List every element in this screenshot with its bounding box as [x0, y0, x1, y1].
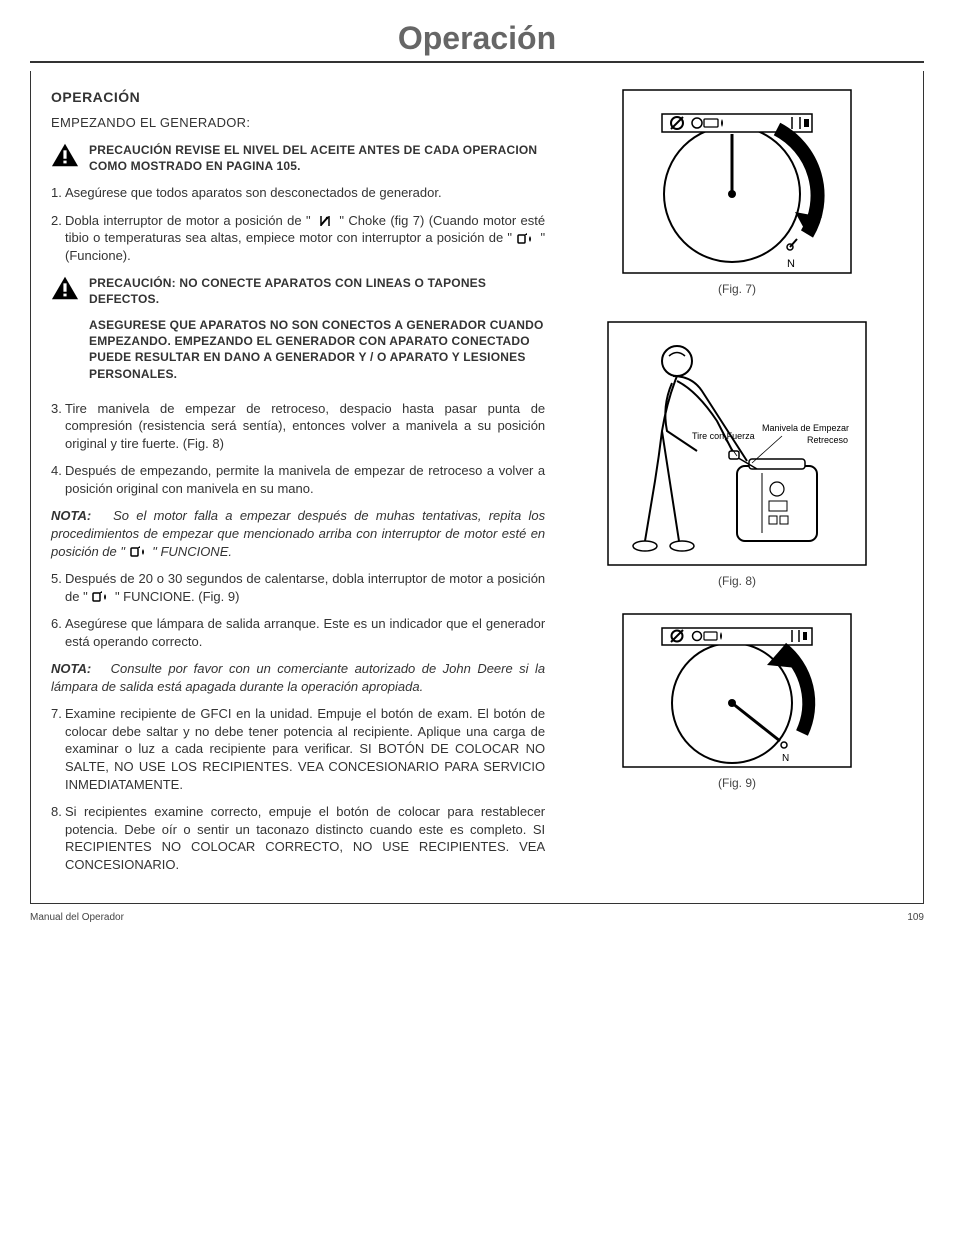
note-2-text: Consulte por favor con un comerciante au…	[51, 661, 545, 694]
step-3: Tire manivela de empezar de retroceso, d…	[51, 400, 545, 453]
page-footer: Manual del Operador 109	[30, 912, 924, 923]
run-icon	[516, 232, 536, 246]
left-column: OPERACIÓN EMPEZANDO EL GENERADOR: PRECAU…	[51, 89, 545, 883]
step-2-part-a: Dobla interruptor de motor a posición de…	[65, 213, 311, 228]
choke-icon	[315, 214, 335, 228]
note-label: NOTA:	[51, 661, 91, 676]
run-icon	[129, 545, 149, 559]
svg-text:N: N	[787, 258, 795, 270]
note-1-part-a: So el motor falla a empezar después de m…	[51, 508, 545, 558]
note-1-part-b: " FUNCIONE.	[152, 544, 232, 559]
caution-text-3: ASEGURESE QUE APARATOS NO SON CONECTOS A…	[89, 317, 545, 382]
right-column: N (Fig. 7)	[575, 89, 899, 883]
figure-9: N (Fig. 9)	[575, 613, 899, 790]
page-title: Operación	[30, 20, 924, 63]
content-frame: OPERACIÓN EMPEZANDO EL GENERADOR: PRECAU…	[30, 71, 924, 904]
figure-8: Manivela de Empezar Retreceso Tire con F…	[575, 321, 899, 588]
caution-block-1: PRECAUCIÓN REVISE EL NIVEL DEL ACEITE AN…	[51, 142, 545, 174]
section-heading: OPERACIÓN	[51, 89, 545, 105]
step-5-part-b: " FUNCIONE. (Fig. 9)	[115, 589, 240, 604]
svg-text:N: N	[782, 753, 789, 764]
caution-text-1: PRECAUCIÓN REVISE EL NIVEL DEL ACEITE AN…	[89, 142, 545, 174]
note-2: NOTA: Consulte por favor con un comercia…	[51, 660, 545, 695]
caution-text-2: PRECAUCIÓN: NO CONECTE APARATOS CON LINE…	[89, 275, 545, 307]
figure-7: N (Fig. 7)	[575, 89, 899, 296]
step-1: Asegúrese que todos aparatos son descone…	[51, 184, 545, 202]
fig8-caption: (Fig. 8)	[575, 574, 899, 588]
fig8-label2: Retreceso	[807, 435, 848, 445]
step-4: Después de empezando, permite la manivel…	[51, 462, 545, 497]
footer-right: 109	[907, 912, 924, 923]
fig7-caption: (Fig. 7)	[575, 282, 899, 296]
fig8-label3: Tire con Fuerza	[692, 431, 755, 441]
step-2: Dobla interruptor de motor a posición de…	[51, 212, 545, 265]
fig8-label1: Manivela de Empezar	[762, 423, 849, 433]
step-5: Después de 20 o 30 segundos de calentars…	[51, 570, 545, 605]
sub-heading: EMPEZANDO EL GENERADOR:	[51, 115, 545, 130]
note-label: NOTA:	[51, 508, 91, 523]
step-7: Examine recipiente de GFCI en la unidad.…	[51, 705, 545, 793]
run-icon	[91, 590, 111, 604]
warning-triangle-icon	[51, 275, 79, 301]
note-1: NOTA: So el motor falla a empezar despué…	[51, 507, 545, 560]
fig9-caption: (Fig. 9)	[575, 776, 899, 790]
caution-block-2: PRECAUCIÓN: NO CONECTE APARATOS CON LINE…	[51, 275, 545, 307]
footer-left: Manual del Operador	[30, 912, 124, 923]
warning-triangle-icon	[51, 142, 79, 168]
step-6: Asegúrese que lámpara de salida arranque…	[51, 615, 545, 650]
step-8: Si recipientes examine correcto, empuje …	[51, 803, 545, 873]
